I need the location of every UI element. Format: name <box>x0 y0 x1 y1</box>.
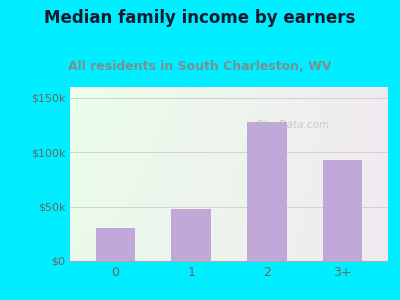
Bar <box>247 122 286 261</box>
Bar <box>323 160 362 261</box>
Bar <box>172 209 211 261</box>
Bar <box>96 228 135 261</box>
Text: City-Data.com: City-Data.com <box>256 120 330 130</box>
Text: Median family income by earners: Median family income by earners <box>44 9 356 27</box>
Text: All residents in South Charleston, WV: All residents in South Charleston, WV <box>68 60 332 73</box>
